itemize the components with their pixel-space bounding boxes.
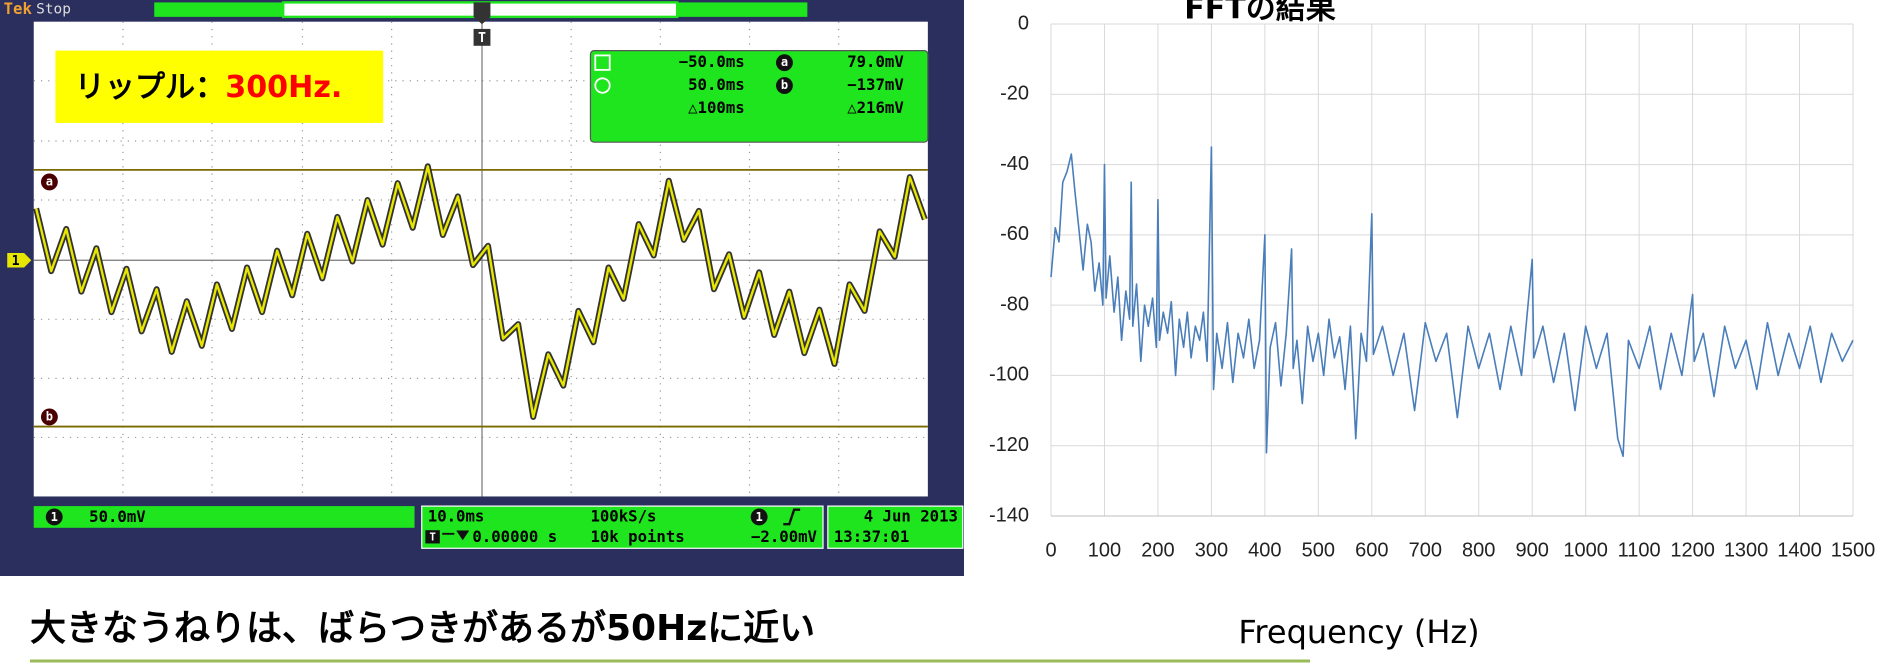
channel-number: 1 <box>51 510 58 524</box>
cursor-b-tag: b <box>46 409 53 423</box>
annotation-label: リップル： <box>75 69 226 104</box>
chart-title: FFTの結果 <box>1184 0 1335 27</box>
cursor-delta-time: △100ms <box>688 98 745 117</box>
x-tick-label: 1400 <box>1777 539 1822 561</box>
marker-b: b <box>781 78 788 92</box>
x-tick-label: 300 <box>1195 539 1228 561</box>
y-tick-label: 0 <box>1018 12 1029 34</box>
oscilloscope: Tek Stop T リップル：300Hz. −50.0ms 50.0ms △1… <box>0 0 964 576</box>
trigger-level: −2.00mV <box>751 527 817 546</box>
annotation: リップル：300Hz. <box>75 69 343 104</box>
x-tick-label: 100 <box>1088 539 1121 561</box>
trigger-pos-label: T <box>429 530 436 543</box>
x-tick-label: 1300 <box>1724 539 1769 561</box>
cursor-b-volt: −137mV <box>847 75 904 94</box>
channel-scale: 50.0mV <box>89 507 146 526</box>
time: 13:37:01 <box>834 527 909 546</box>
timebase: 10.0ms <box>428 506 485 525</box>
y-tick-label: -60 <box>1000 223 1029 245</box>
fft-line <box>1051 147 1853 456</box>
cursor-a-volt: 79.0mV <box>847 52 904 71</box>
date: 4 Jun 2013 <box>864 506 958 525</box>
y-tick-label: -20 <box>1000 83 1029 105</box>
y-tick-label: -120 <box>989 434 1029 456</box>
x-tick-label: 1100 <box>1618 539 1661 561</box>
y-tick-label: -140 <box>989 504 1029 526</box>
x-tick-label: 800 <box>1462 539 1495 561</box>
y-tick-label: -100 <box>989 364 1029 386</box>
page: Tek Stop T リップル：300Hz. −50.0ms 50.0ms △1… <box>0 0 1889 665</box>
x-axis-label: Frequency (Hz) <box>1238 613 1479 651</box>
record-bar <box>677 2 807 16</box>
cursor-delta-volt: △216mV <box>847 98 904 117</box>
x-tick-label: 900 <box>1516 539 1549 561</box>
caption: 大きなうねりは、ばらつきがあるが50Hzに近い <box>30 608 815 649</box>
x-tick-label: 1000 <box>1563 539 1608 561</box>
x-tick-label: 600 <box>1355 539 1388 561</box>
y-tick-label: -40 <box>1000 153 1029 175</box>
x-tick-label: 1200 <box>1670 539 1715 561</box>
x-tick-label: 700 <box>1409 539 1442 561</box>
sample-rate: 100kS/s <box>590 506 656 525</box>
x-tick-label: 200 <box>1141 539 1174 561</box>
record-length: 10k points <box>590 527 684 546</box>
trigger-marker: T <box>478 31 486 46</box>
record-bar <box>154 2 283 16</box>
run-status: Stop <box>36 2 71 18</box>
x-tick-label: 0 <box>1045 539 1056 561</box>
annotation-value: 300Hz. <box>225 69 342 104</box>
fft-chart: FFTの結果 Frequency (Hz) -140 -120 -100 -80 -60… <box>989 0 1875 651</box>
cursor-b-time: 50.0ms <box>688 75 745 94</box>
trigger-pos: 0.00000 s <box>472 527 557 546</box>
x-tick-label: 1500 <box>1831 539 1876 561</box>
x-tick-label: 400 <box>1248 539 1281 561</box>
y-tick-label: -80 <box>1000 293 1029 315</box>
trigger-source: 1 <box>756 510 763 524</box>
marker-a: a <box>781 55 788 69</box>
brand: Tek <box>4 0 33 18</box>
x-tick-label: 500 <box>1302 539 1335 561</box>
cursor-a-time: −50.0ms <box>679 52 745 71</box>
cursor-a-tag: a <box>46 174 53 188</box>
channel-marker: 1 <box>12 254 20 269</box>
